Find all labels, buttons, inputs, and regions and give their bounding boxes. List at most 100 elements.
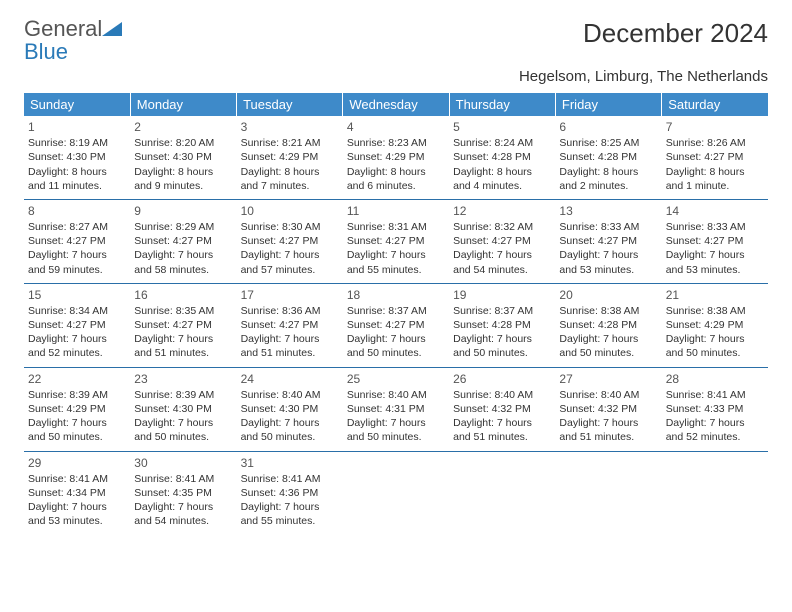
calendar-day-cell: 7Sunrise: 8:26 AMSunset: 4:27 PMDaylight… xyxy=(662,116,768,199)
sunset-text: Sunset: 4:35 PM xyxy=(134,486,232,500)
daylight-text: Daylight: 7 hours and 58 minutes. xyxy=(134,248,232,276)
daylight-text: Daylight: 8 hours and 11 minutes. xyxy=(28,165,126,193)
day-number: 22 xyxy=(28,371,126,387)
sunrise-text: Sunrise: 8:39 AM xyxy=(134,388,232,402)
location-subtitle: Hegelsom, Limburg, The Netherlands xyxy=(24,68,768,85)
sunset-text: Sunset: 4:32 PM xyxy=(453,402,551,416)
logo-word-1: General xyxy=(24,16,102,41)
sunrise-text: Sunrise: 8:29 AM xyxy=(134,220,232,234)
calendar-day-cell: 14Sunrise: 8:33 AMSunset: 4:27 PMDayligh… xyxy=(662,199,768,283)
calendar-day-cell: 13Sunrise: 8:33 AMSunset: 4:27 PMDayligh… xyxy=(555,199,661,283)
day-number: 15 xyxy=(28,287,126,303)
col-friday: Friday xyxy=(555,93,661,116)
day-number: 10 xyxy=(241,203,339,219)
calendar-day-cell xyxy=(449,451,555,534)
sunrise-text: Sunrise: 8:32 AM xyxy=(453,220,551,234)
calendar-day-cell xyxy=(555,451,661,534)
col-sunday: Sunday xyxy=(24,93,130,116)
sunset-text: Sunset: 4:30 PM xyxy=(134,402,232,416)
title-block: December 2024 xyxy=(583,18,768,49)
col-wednesday: Wednesday xyxy=(343,93,449,116)
sunset-text: Sunset: 4:29 PM xyxy=(241,150,339,164)
calendar-day-cell: 10Sunrise: 8:30 AMSunset: 4:27 PMDayligh… xyxy=(237,199,343,283)
sunrise-text: Sunrise: 8:21 AM xyxy=(241,136,339,150)
sunset-text: Sunset: 4:27 PM xyxy=(134,234,232,248)
daylight-text: Daylight: 7 hours and 54 minutes. xyxy=(134,500,232,528)
calendar-body: 1Sunrise: 8:19 AMSunset: 4:30 PMDaylight… xyxy=(24,116,768,534)
daylight-text: Daylight: 8 hours and 7 minutes. xyxy=(241,165,339,193)
daylight-text: Daylight: 7 hours and 50 minutes. xyxy=(453,332,551,360)
sunrise-text: Sunrise: 8:36 AM xyxy=(241,304,339,318)
day-number: 2 xyxy=(134,119,232,135)
daylight-text: Daylight: 7 hours and 50 minutes. xyxy=(28,416,126,444)
daylight-text: Daylight: 7 hours and 52 minutes. xyxy=(28,332,126,360)
daylight-text: Daylight: 7 hours and 59 minutes. xyxy=(28,248,126,276)
calendar-day-cell: 17Sunrise: 8:36 AMSunset: 4:27 PMDayligh… xyxy=(237,283,343,367)
sunrise-text: Sunrise: 8:31 AM xyxy=(347,220,445,234)
daylight-text: Daylight: 7 hours and 51 minutes. xyxy=(134,332,232,360)
calendar-day-cell: 11Sunrise: 8:31 AMSunset: 4:27 PMDayligh… xyxy=(343,199,449,283)
daylight-text: Daylight: 7 hours and 55 minutes. xyxy=(241,500,339,528)
day-number: 17 xyxy=(241,287,339,303)
day-number: 21 xyxy=(666,287,764,303)
calendar-day-cell: 24Sunrise: 8:40 AMSunset: 4:30 PMDayligh… xyxy=(237,367,343,451)
sunset-text: Sunset: 4:32 PM xyxy=(559,402,657,416)
sunset-text: Sunset: 4:28 PM xyxy=(453,318,551,332)
sunrise-text: Sunrise: 8:24 AM xyxy=(453,136,551,150)
calendar-day-cell: 25Sunrise: 8:40 AMSunset: 4:31 PMDayligh… xyxy=(343,367,449,451)
day-number: 20 xyxy=(559,287,657,303)
calendar-day-cell: 3Sunrise: 8:21 AMSunset: 4:29 PMDaylight… xyxy=(237,116,343,199)
sunset-text: Sunset: 4:30 PM xyxy=(28,150,126,164)
calendar-day-cell xyxy=(662,451,768,534)
calendar-table: Sunday Monday Tuesday Wednesday Thursday… xyxy=(24,93,768,534)
daylight-text: Daylight: 7 hours and 53 minutes. xyxy=(28,500,126,528)
day-number: 11 xyxy=(347,203,445,219)
calendar-day-cell: 30Sunrise: 8:41 AMSunset: 4:35 PMDayligh… xyxy=(130,451,236,534)
sunrise-text: Sunrise: 8:23 AM xyxy=(347,136,445,150)
logo-triangle-icon xyxy=(102,22,122,36)
daylight-text: Daylight: 7 hours and 50 minutes. xyxy=(347,332,445,360)
daylight-text: Daylight: 7 hours and 51 minutes. xyxy=(453,416,551,444)
calendar-day-cell: 22Sunrise: 8:39 AMSunset: 4:29 PMDayligh… xyxy=(24,367,130,451)
day-number: 25 xyxy=(347,371,445,387)
calendar-day-cell: 21Sunrise: 8:38 AMSunset: 4:29 PMDayligh… xyxy=(662,283,768,367)
sunrise-text: Sunrise: 8:41 AM xyxy=(28,472,126,486)
sunset-text: Sunset: 4:27 PM xyxy=(666,234,764,248)
sunrise-text: Sunrise: 8:34 AM xyxy=(28,304,126,318)
calendar-day-cell: 29Sunrise: 8:41 AMSunset: 4:34 PMDayligh… xyxy=(24,451,130,534)
sunrise-text: Sunrise: 8:41 AM xyxy=(666,388,764,402)
calendar-day-cell: 28Sunrise: 8:41 AMSunset: 4:33 PMDayligh… xyxy=(662,367,768,451)
daylight-text: Daylight: 7 hours and 57 minutes. xyxy=(241,248,339,276)
calendar-day-cell: 1Sunrise: 8:19 AMSunset: 4:30 PMDaylight… xyxy=(24,116,130,199)
sunset-text: Sunset: 4:30 PM xyxy=(241,402,339,416)
col-monday: Monday xyxy=(130,93,236,116)
daylight-text: Daylight: 7 hours and 50 minutes. xyxy=(241,416,339,444)
day-number: 24 xyxy=(241,371,339,387)
daylight-text: Daylight: 8 hours and 1 minute. xyxy=(666,165,764,193)
calendar-day-cell: 26Sunrise: 8:40 AMSunset: 4:32 PMDayligh… xyxy=(449,367,555,451)
sunset-text: Sunset: 4:29 PM xyxy=(666,318,764,332)
sunset-text: Sunset: 4:27 PM xyxy=(347,318,445,332)
logo: General Blue xyxy=(24,18,122,64)
day-number: 16 xyxy=(134,287,232,303)
daylight-text: Daylight: 7 hours and 50 minutes. xyxy=(559,332,657,360)
calendar-day-cell: 23Sunrise: 8:39 AMSunset: 4:30 PMDayligh… xyxy=(130,367,236,451)
sunset-text: Sunset: 4:27 PM xyxy=(134,318,232,332)
sunset-text: Sunset: 4:28 PM xyxy=(559,150,657,164)
sunrise-text: Sunrise: 8:35 AM xyxy=(134,304,232,318)
sunrise-text: Sunrise: 8:40 AM xyxy=(241,388,339,402)
day-number: 6 xyxy=(559,119,657,135)
day-number: 27 xyxy=(559,371,657,387)
sunrise-text: Sunrise: 8:41 AM xyxy=(134,472,232,486)
daylight-text: Daylight: 7 hours and 53 minutes. xyxy=(666,248,764,276)
sunset-text: Sunset: 4:27 PM xyxy=(347,234,445,248)
calendar-day-cell: 20Sunrise: 8:38 AMSunset: 4:28 PMDayligh… xyxy=(555,283,661,367)
col-tuesday: Tuesday xyxy=(237,93,343,116)
sunset-text: Sunset: 4:33 PM xyxy=(666,402,764,416)
sunset-text: Sunset: 4:29 PM xyxy=(28,402,126,416)
day-number: 7 xyxy=(666,119,764,135)
day-number: 12 xyxy=(453,203,551,219)
calendar-day-cell: 2Sunrise: 8:20 AMSunset: 4:30 PMDaylight… xyxy=(130,116,236,199)
calendar-day-cell: 8Sunrise: 8:27 AMSunset: 4:27 PMDaylight… xyxy=(24,199,130,283)
calendar-day-cell: 15Sunrise: 8:34 AMSunset: 4:27 PMDayligh… xyxy=(24,283,130,367)
